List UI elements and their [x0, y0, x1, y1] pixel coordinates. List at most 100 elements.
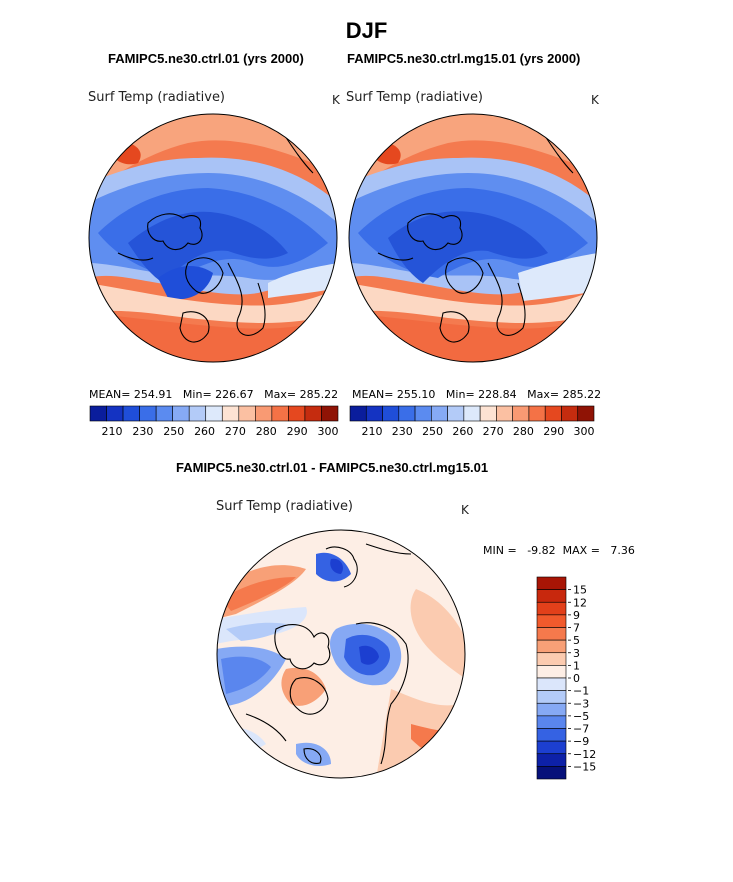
- panel2-colorbar-ticks: 210 230 250 260 270 280 290 300: [362, 425, 595, 438]
- diff-colorbar-swatch: [536, 677, 567, 691]
- diff-colorbar-tick-label: 0: [573, 672, 580, 685]
- colorbar-swatch: [106, 405, 124, 422]
- colorbar-tick-label: 300: [574, 425, 595, 438]
- panel2-min-label: Min=: [445, 388, 475, 401]
- colorbar-swatch: [398, 405, 416, 422]
- colorbar-swatch: [528, 405, 546, 422]
- colorbar-swatch: [122, 405, 140, 422]
- diff-colorbar-tick-label: 7: [573, 622, 580, 635]
- colorbar-swatch: [463, 405, 481, 422]
- panel2-unit: K: [591, 93, 599, 107]
- panel2-max-label: Max=: [527, 388, 560, 401]
- diff-colorbar-tick-label: 3: [573, 647, 580, 660]
- panel1-mean-label: MEAN=: [89, 388, 131, 401]
- colorbar-swatch: [139, 405, 157, 422]
- diff-colorbar-swatch: [536, 627, 567, 641]
- diff-subtitle: FAMIPC5.ne30.ctrl.01 - FAMIPC5.ne30.ctrl…: [176, 460, 489, 475]
- colorbar-tick-label: 210: [102, 425, 123, 438]
- figure-title: DJF: [345, 18, 388, 43]
- panel2-min-value: 228.84: [478, 388, 517, 401]
- panel2-max-value: 285.22: [562, 388, 602, 401]
- colorbar-swatch: [365, 405, 383, 422]
- panel1-colorbar: [89, 405, 339, 422]
- colorbar-tick-label: 270: [483, 425, 504, 438]
- colorbar-swatch: [188, 405, 207, 422]
- colorbar-swatch: [479, 405, 497, 422]
- colorbar-swatch: [255, 405, 273, 422]
- diff-variable: Surf Temp (radiative): [216, 499, 354, 514]
- diff-colorbar-tick-label: 15: [573, 584, 587, 597]
- diff-colorbar-swatch: [536, 740, 567, 755]
- diff-colorbar-swatch: [536, 753, 567, 767]
- diff-colorbar-tick-label: 1: [573, 659, 580, 672]
- panel1-min-value: 226.67: [215, 388, 254, 401]
- diff-colorbar-tick-label: 5: [573, 634, 580, 647]
- panel2-polar-map: [348, 113, 598, 363]
- colorbar-swatch: [238, 405, 256, 422]
- diff-polar-map: [216, 529, 466, 779]
- colorbar-tick-label: 260: [452, 425, 473, 438]
- diff-max-value: 7.36: [610, 544, 635, 557]
- colorbar-swatch: [155, 405, 173, 422]
- colorbar-swatch: [496, 405, 513, 422]
- colorbar-tick-label: 270: [225, 425, 246, 438]
- colorbar-swatch: [172, 405, 190, 422]
- diff-colorbar-swatch: [536, 614, 567, 628]
- diff-colorbar-swatch: [536, 652, 567, 666]
- panel2-mean-label: MEAN=: [352, 388, 394, 401]
- colorbar-swatch: [304, 405, 322, 422]
- panel1-max-value: 285.22: [299, 388, 339, 401]
- diff-colorbar-swatch: [536, 576, 567, 590]
- diff-colorbar-tick-label: −1: [573, 685, 589, 698]
- colorbar-swatch: [221, 405, 240, 422]
- colorbar-swatch: [577, 405, 595, 422]
- colorbar-tick-label: 290: [543, 425, 564, 438]
- colorbar-tick-label: 280: [513, 425, 534, 438]
- diff-colorbar-tick-label: −7: [573, 723, 589, 736]
- diff-colorbar-tick-label: 9: [573, 609, 580, 622]
- diff-colorbar-swatch: [536, 766, 567, 780]
- colorbar-swatch: [414, 405, 432, 422]
- colorbar-tick-label: 280: [256, 425, 277, 438]
- panel2-stats: MEAN= 255.10 Min= 228.84 Max= 285.22: [352, 388, 601, 401]
- colorbar-tick-label: 250: [163, 425, 184, 438]
- panel1-min-label: Min=: [182, 388, 212, 401]
- panel1-unit: K: [332, 93, 340, 107]
- colorbar-tick-label: 260: [194, 425, 215, 438]
- panel1-mean-value: 254.91: [133, 388, 173, 401]
- colorbar-swatch: [544, 405, 562, 422]
- panel1-variable: Surf Temp (radiative): [88, 90, 226, 105]
- diff-colorbar: [536, 576, 567, 780]
- colorbar-tick-label: 290: [287, 425, 308, 438]
- colorbar-swatch: [205, 405, 223, 422]
- diff-colorbar-swatch: [536, 601, 567, 616]
- colorbar-swatch: [512, 405, 530, 422]
- diff-min-label: MIN =: [483, 544, 517, 557]
- diff-colorbar-swatch: [536, 728, 567, 742]
- colorbar-swatch: [288, 405, 306, 422]
- colorbar-swatch: [321, 405, 339, 422]
- diff-minmax: MIN = -9.82 MAX = 7.36: [483, 544, 635, 557]
- panel1-subtitle: FAMIPC5.ne30.ctrl.01 (yrs 2000): [108, 51, 304, 66]
- diff-colorbar-tick-label: −3: [573, 697, 589, 710]
- colorbar-tick-label: 210: [362, 425, 383, 438]
- diff-colorbar-swatch: [536, 690, 567, 704]
- diff-colorbar-swatch: [536, 702, 567, 717]
- diff-min-value: -9.82: [527, 544, 556, 557]
- panel1-colorbar-ticks: 210 230 250 260 270 280 290 300: [102, 425, 339, 438]
- colorbar-tick-label: 300: [318, 425, 339, 438]
- colorbar-swatch: [561, 405, 579, 422]
- diff-colorbar-tick-label: −9: [573, 735, 589, 748]
- colorbar-swatch: [349, 405, 367, 422]
- panel2-subtitle: FAMIPC5.ne30.ctrl.mg15.01 (yrs 2000): [347, 51, 581, 66]
- diff-colorbar-tick-label: 12: [573, 596, 587, 609]
- colorbar-tick-label: 250: [422, 425, 443, 438]
- diff-colorbar-tick-label: −5: [573, 710, 589, 723]
- panel2-mean-value: 255.10: [396, 388, 436, 401]
- colorbar-swatch: [447, 405, 465, 422]
- colorbar-tick-label: 230: [392, 425, 413, 438]
- diff-colorbar-swatch: [536, 715, 567, 729]
- diff-colorbar-swatch: [536, 589, 567, 603]
- diff-colorbar-swatch: [536, 665, 567, 679]
- diff-colorbar-tick-label: −12: [573, 748, 596, 761]
